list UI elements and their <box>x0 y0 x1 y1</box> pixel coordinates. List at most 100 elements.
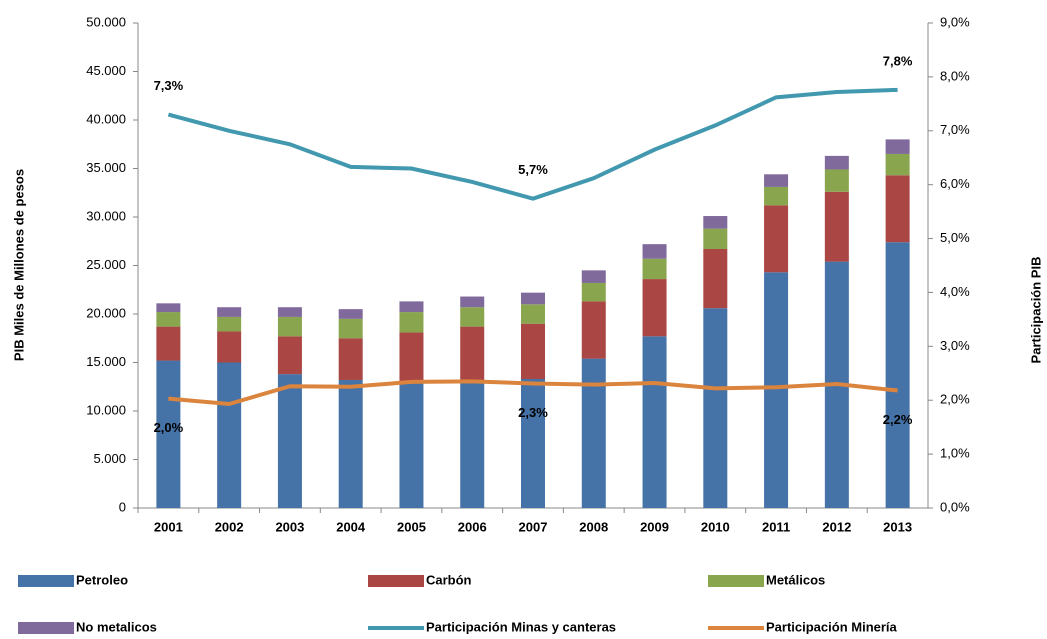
y2-axis-title: Participación PIB <box>1028 257 1043 364</box>
y-tick-label: 35.000 <box>86 160 126 175</box>
bar-segment <box>703 216 728 229</box>
bar-segment <box>642 258 667 280</box>
bar-segment <box>156 303 181 313</box>
y-tick-label: 20.000 <box>86 305 126 320</box>
bar-segment <box>156 360 181 508</box>
data-label: 5,7% <box>518 162 548 177</box>
x-tick-label: 2002 <box>215 519 244 534</box>
legend-swatch <box>18 622 74 634</box>
data-label: 7,3% <box>154 78 184 93</box>
y2-tick-label: 3,0% <box>940 338 970 353</box>
data-label: 2,2% <box>883 412 913 427</box>
bar-segment <box>581 282 606 302</box>
bar-segment <box>764 272 789 508</box>
legend-label: Metálicos <box>766 572 825 587</box>
bar-segment <box>156 312 181 327</box>
bar-segment <box>217 362 242 508</box>
bar-segment <box>399 301 424 313</box>
x-tick-label: 2001 <box>154 519 183 534</box>
x-tick-label: 2006 <box>458 519 487 534</box>
data-label: 2,0% <box>154 420 184 435</box>
x-tick-label: 2008 <box>579 519 608 534</box>
x-tick-label: 2013 <box>883 519 912 534</box>
bar-segment <box>460 380 485 508</box>
bar-segment <box>338 318 363 339</box>
y-tick-label: 40.000 <box>86 111 126 126</box>
bar-segment <box>521 323 545 379</box>
bar-segment <box>277 316 302 337</box>
bar-segment <box>824 169 849 192</box>
x-tick-label: 2005 <box>397 519 426 534</box>
bar-segment <box>399 312 424 333</box>
bar-segment <box>277 307 302 317</box>
x-tick-label: 2012 <box>822 519 851 534</box>
y-tick-label: 50.000 <box>86 14 126 29</box>
legend-swatch <box>368 575 424 587</box>
legend-label: Petroleo <box>76 572 128 587</box>
x-tick-label: 2003 <box>275 519 304 534</box>
bar-segment <box>824 191 849 262</box>
bar-segment <box>703 228 728 250</box>
bar-segment <box>338 338 363 380</box>
x-tick-label: 2009 <box>640 519 669 534</box>
bar-segment <box>703 249 728 309</box>
y-tick-label: 5.000 <box>93 451 126 466</box>
bar-segment <box>885 175 910 243</box>
legend-label: Participación Minas y canteras <box>426 619 616 634</box>
bar-segment <box>338 379 363 508</box>
bar-segment <box>338 309 363 319</box>
bar-segment <box>277 374 302 508</box>
bar-segment <box>764 205 789 273</box>
y-axis-title: PIB Miles de Millones de pesos <box>11 169 26 361</box>
bar-segment <box>764 186 789 206</box>
bar-segment <box>521 304 545 324</box>
bar-segment <box>277 336 302 375</box>
bar-segment <box>156 326 181 361</box>
y-tick-label: 45.000 <box>86 63 126 78</box>
bar-segment <box>217 316 242 332</box>
bar-segment <box>581 358 606 508</box>
bar-segment <box>217 331 242 363</box>
bar-segment <box>521 292 545 305</box>
legend-label: Carbón <box>426 572 472 587</box>
data-label: 2,3% <box>518 405 548 420</box>
y-tick-label: 25.000 <box>86 257 126 272</box>
line-series <box>167 87 898 201</box>
y2-tick-label: 9,0% <box>940 14 970 29</box>
y2-tick-label: 8,0% <box>940 68 970 83</box>
bar-segment <box>399 332 424 381</box>
bar-segment <box>581 270 606 283</box>
legend-swatch <box>708 575 764 587</box>
bar-segment <box>885 139 910 154</box>
x-tick-label: 2011 <box>762 519 790 534</box>
bar-segment <box>824 155 849 170</box>
bar-segment <box>460 326 485 381</box>
legend-swatch <box>18 575 74 587</box>
bar-segment <box>217 307 242 317</box>
y2-tick-label: 1,0% <box>940 446 970 461</box>
bar-segment <box>764 174 789 187</box>
y2-tick-label: 5,0% <box>940 230 970 245</box>
y2-tick-label: 2,0% <box>940 392 970 407</box>
y-tick-label: 0 <box>119 499 126 514</box>
bar-segment <box>460 307 485 327</box>
x-tick-label: 2007 <box>519 519 548 534</box>
y-tick-label: 10.000 <box>86 402 126 417</box>
bar-segment <box>703 308 728 508</box>
bar-segment <box>581 301 606 359</box>
legend-label: No metalicos <box>76 619 157 634</box>
bar-segment <box>399 380 424 508</box>
line-series <box>168 379 898 407</box>
bar-segment <box>642 336 667 508</box>
bar-segment <box>460 296 485 308</box>
bar-segment <box>885 242 910 508</box>
bar-segment <box>642 279 667 337</box>
y2-tick-label: 6,0% <box>940 176 970 191</box>
y-tick-label: 15.000 <box>86 354 126 369</box>
y2-tick-label: 4,0% <box>940 284 970 299</box>
y2-tick-label: 0,0% <box>940 499 970 514</box>
bar-segment <box>642 244 667 259</box>
y2-tick-label: 7,0% <box>940 122 970 137</box>
